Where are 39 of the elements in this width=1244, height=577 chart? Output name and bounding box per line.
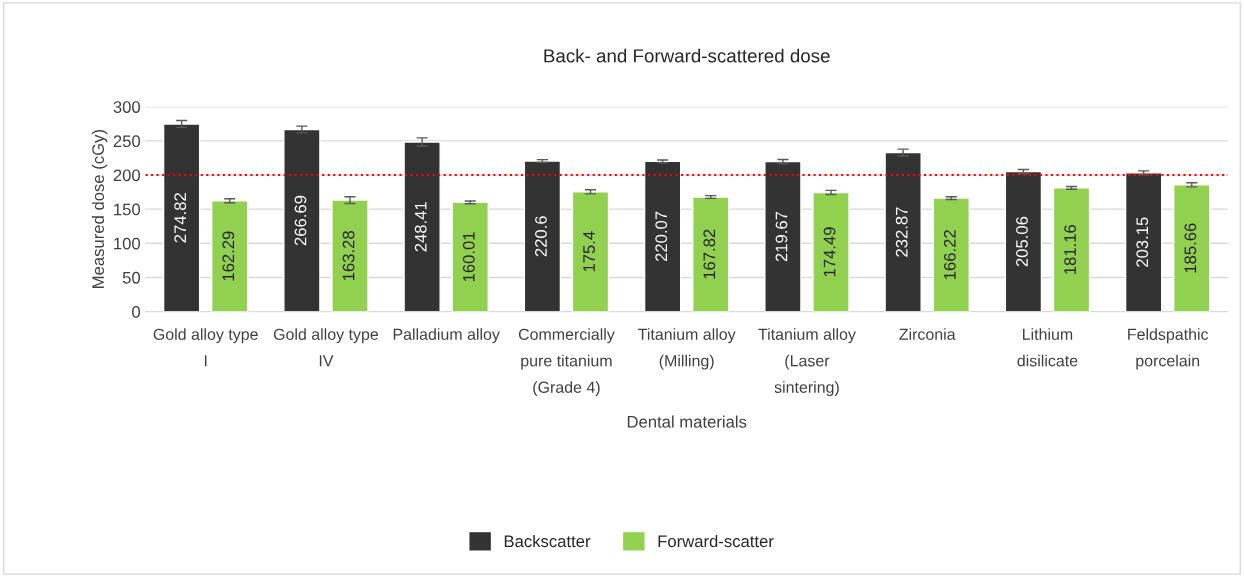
data-label: 203.15: [1136, 217, 1149, 267]
y-tick-label: 50: [122, 271, 141, 284]
data-label: 185.66: [1184, 223, 1197, 273]
data-label: 266.69: [294, 195, 307, 246]
legend-label: Backscatter: [504, 534, 591, 548]
y-tick-label: 250: [113, 135, 141, 148]
x-tick-label: Commercially pure titanium (Grade 4): [518, 328, 615, 397]
data-label: 160.01: [462, 232, 475, 282]
x-axis-title: Dental materials: [627, 415, 747, 428]
legend-label: Forward-scatter: [658, 534, 774, 548]
data-label: 175.4: [583, 231, 595, 272]
data-label: 205.06: [1016, 216, 1028, 267]
chart-title: Back- and Forward-scattered dose: [544, 48, 830, 63]
x-tick-label: Zirconia: [899, 328, 956, 340]
y-tick-label: 300: [113, 101, 141, 113]
x-tick-label: Gold alloy type IV: [273, 328, 379, 367]
y-axis-title: Measured dose (cGy): [91, 130, 108, 288]
y-tick-label: 100: [114, 237, 141, 250]
x-tick-label: Feldspathic porcelain: [1128, 328, 1209, 370]
data-label: 232.87: [895, 207, 908, 257]
x-tick-label: Titanium alloy (Laser sintering): [758, 328, 856, 397]
data-label: 166.22: [943, 230, 956, 280]
data-label: 167.82: [703, 229, 716, 279]
data-label: 163.28: [342, 231, 355, 281]
data-label: 220.6: [535, 216, 547, 257]
data-label: 174.49: [823, 227, 836, 277]
data-label: 274.82: [174, 193, 187, 243]
x-tick-label: Palladium alloy: [393, 328, 500, 344]
y-tick-label: 0: [132, 305, 141, 318]
data-label: 220.07: [655, 211, 668, 262]
data-label: 162.29: [222, 231, 235, 281]
data-label: 248.41: [414, 202, 427, 252]
data-label: 181.16: [1064, 224, 1076, 274]
y-tick-label: 200: [113, 169, 141, 182]
x-tick-label: Titanium alloy (Milling): [638, 328, 736, 370]
y-tick-label: 150: [114, 203, 141, 216]
x-tick-label: Lithium disilicate: [1017, 328, 1078, 367]
data-label: 219.67: [775, 211, 788, 262]
x-tick-label: Gold alloy type I: [153, 328, 258, 367]
